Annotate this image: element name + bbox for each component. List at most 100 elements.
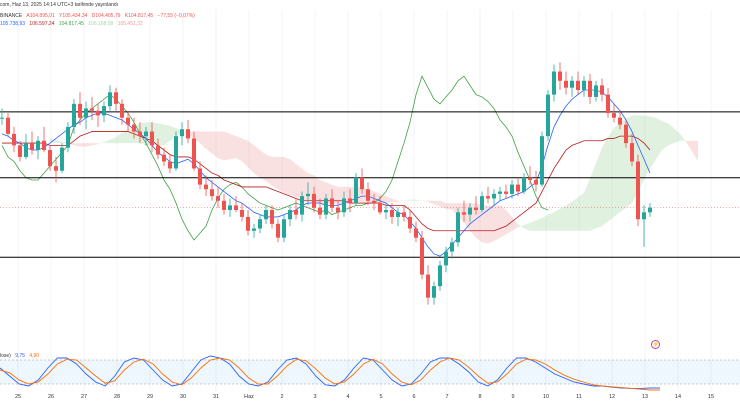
candle [594, 80, 598, 102]
candle [366, 182, 370, 206]
x-tick-label: 27 [80, 394, 88, 400]
cloud-segment [278, 156, 284, 193]
x-tick-label: 4 [346, 394, 350, 400]
candle [126, 110, 130, 132]
cloud-segment [218, 131, 224, 161]
candle [162, 147, 166, 167]
candle [78, 92, 82, 125]
cloud-segment [434, 200, 440, 207]
cloud-segment [428, 200, 434, 205]
spanB-value: 105.451,32 [117, 21, 143, 27]
cloud-segment [590, 162, 596, 231]
cloud-segment [578, 192, 584, 231]
x-tick-label: 26 [47, 394, 55, 400]
cloud-segment [200, 131, 206, 149]
change-value: −77,55 (−0,07%) [157, 13, 195, 19]
cloud-segment [440, 200, 446, 209]
cloud-segment [482, 205, 488, 244]
cloud-segment [392, 198, 398, 202]
x-tick-label: 30 [179, 394, 187, 400]
candle [42, 126, 46, 153]
cloud-segment [668, 123, 674, 146]
cloud-segment [260, 150, 266, 182]
cloud-segment [584, 178, 590, 231]
candle [618, 110, 622, 130]
cloud-segment [662, 121, 668, 150]
candle [258, 214, 262, 234]
cloud-segment [692, 140, 698, 162]
candle [174, 131, 178, 171]
candle [252, 223, 256, 238]
cloud-segment [80, 143, 86, 147]
cloud-segment [284, 156, 290, 195]
candle [636, 154, 640, 227]
bolt-icon[interactable]: ⚡ [651, 340, 660, 349]
x-tick-label: 29 [146, 394, 154, 400]
cloud-segment [506, 210, 512, 235]
cloud-segment [650, 116, 656, 169]
candle [552, 64, 556, 102]
candle [288, 205, 292, 227]
candle [480, 191, 484, 213]
candle [624, 120, 628, 148]
candle [486, 186, 490, 204]
candle [444, 246, 448, 273]
cloud-segment [140, 122, 146, 146]
candle [588, 73, 592, 104]
cloud-segment [554, 208, 560, 231]
candle [198, 161, 202, 190]
cloud-segment [602, 137, 608, 227]
x-tick-label: 9 [511, 394, 515, 400]
candle [540, 131, 544, 187]
candle [150, 122, 154, 153]
x-tick-label: 5 [379, 394, 383, 400]
ichimoku-cloud [50, 115, 698, 244]
x-tick-label: 13 [641, 394, 649, 400]
stoch-d-line [0, 357, 660, 391]
cloud-segment [542, 214, 548, 231]
low-value: D104.405,79 [91, 13, 121, 19]
candle [240, 203, 244, 222]
candle [378, 196, 382, 215]
candle [144, 126, 148, 146]
cloud-segment [656, 117, 662, 160]
candle [132, 117, 136, 139]
candle [138, 122, 142, 144]
cloud-segment [404, 199, 410, 201]
cloud-segment [266, 154, 272, 186]
candle [18, 140, 22, 162]
candle [612, 103, 616, 123]
cloud-segment [86, 143, 92, 147]
cloud-segment [74, 143, 80, 147]
x-tick-label: Haz [244, 394, 254, 400]
candle [570, 76, 574, 97]
stochastic-legend: lose) 9,75 4,90 [0, 353, 42, 359]
publish-text: com, Haz 13, 2025 14:14 UTC+3 tarihinde … [0, 2, 118, 8]
cloud-segment [224, 131, 230, 161]
candle [72, 99, 76, 134]
candle [426, 265, 430, 305]
cloud-segment [212, 131, 218, 159]
x-tick-label: 14 [674, 394, 682, 400]
candle [108, 85, 112, 111]
candle [264, 205, 268, 224]
cloud-segment [536, 218, 542, 231]
candle [276, 219, 280, 243]
candle [642, 205, 646, 247]
candle [414, 221, 418, 243]
candle [60, 143, 64, 174]
cloud-segment [464, 203, 470, 231]
candles [0, 62, 652, 305]
candle [336, 200, 340, 220]
cloud-segment [158, 123, 164, 146]
candle [0, 108, 4, 125]
publish-info: com, Haz 13, 2025 14:14 UTC+3 tarihinde … [0, 2, 121, 8]
cloud-segment [686, 140, 692, 152]
cloud-segment [302, 168, 308, 201]
candle [504, 184, 508, 199]
x-tick-label: 25 [14, 394, 22, 400]
cloud-segment [596, 147, 602, 229]
candle [348, 189, 352, 213]
candle [168, 154, 172, 174]
